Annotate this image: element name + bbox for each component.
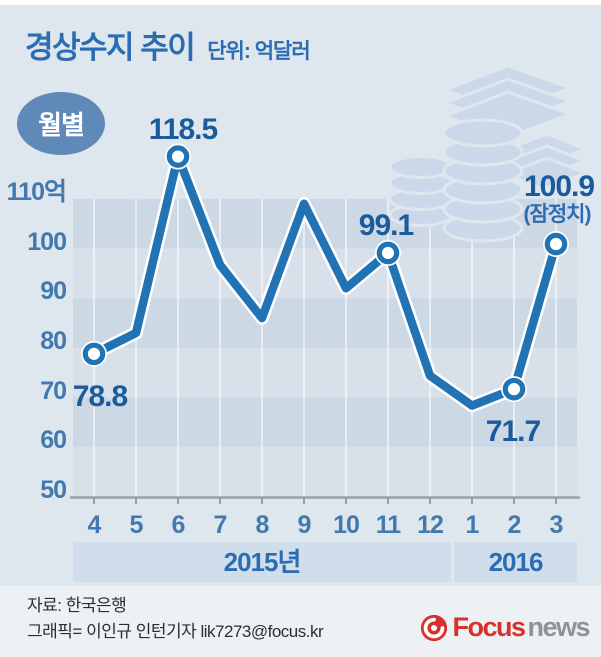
monthly-badge-label: 월별 — [38, 110, 85, 140]
value-label: 100.9 — [523, 170, 595, 204]
logo-news-text: news — [527, 612, 590, 642]
x-axis-label: 5 — [129, 511, 144, 539]
data-point-marker — [166, 145, 190, 168]
year-band-2016: 2016 — [454, 542, 577, 582]
x-axis-label: 11 — [375, 511, 401, 539]
plot-band — [73, 298, 577, 348]
year-band-2015-label: 2015년 — [223, 547, 302, 577]
y-axis-label: 100 — [27, 227, 67, 256]
y-axis-label: 110억 — [6, 177, 67, 206]
y-axis-label: 80 — [40, 326, 67, 355]
logo-focus-text: Focus — [452, 612, 526, 642]
data-line — [89, 152, 561, 410]
y-axis-label: 50 — [40, 476, 67, 504]
year-band-2016-label: 2016 — [488, 547, 544, 577]
focus-news-logo: Focus news — [419, 612, 590, 643]
footer: 자료: 한국은행 그래픽= 이인규 인턴기자 lik7273@focus.kr … — [0, 586, 601, 657]
x-axis-label: 9 — [297, 511, 312, 539]
coin-stack-icon — [442, 118, 524, 148]
unit-label: 단위: 억달러 — [207, 40, 310, 63]
value-label: 99.1 — [358, 208, 414, 242]
x-axis-label: 8 — [255, 511, 270, 539]
plot-band — [73, 447, 577, 497]
value-label: 78.8 — [72, 379, 128, 413]
x-axis-label: 4 — [87, 511, 102, 539]
coin-stack-icon — [388, 155, 454, 179]
monthly-badge: 월별 — [17, 92, 105, 155]
x-axis-label: 7 — [213, 511, 228, 539]
x-axis-label: 6 — [171, 511, 186, 539]
data-point-marker — [502, 377, 526, 401]
y-axis-label: 60 — [40, 426, 67, 455]
page-title: 경상수지 추이 — [25, 30, 196, 65]
x-axis-label: 3 — [549, 511, 564, 539]
value-sublabel: (잠정치) — [523, 203, 592, 227]
value-label: 71.7 — [485, 415, 541, 449]
plot-band — [73, 397, 577, 448]
header: 경상수지 추이 단위: 억달러 — [25, 22, 311, 67]
focus-swirl-icon — [421, 614, 448, 641]
data-point-marker — [544, 232, 568, 256]
year-band-2015: 2015년 — [73, 542, 451, 582]
x-axis-label: 1 — [465, 511, 480, 539]
data-point-marker — [376, 241, 400, 265]
data-point-marker — [82, 342, 106, 366]
plot-band — [73, 347, 577, 398]
x-axis-label: 2 — [507, 511, 522, 539]
y-axis-label: 70 — [40, 376, 67, 405]
x-axis-label: 12 — [417, 511, 444, 539]
y-axis-label: 90 — [40, 277, 67, 306]
x-axis-label: 10 — [333, 511, 360, 539]
credit-text: 그래픽= 이인규 인턴기자 lik7273@focus.kr — [27, 622, 324, 641]
value-label: 118.5 — [148, 112, 218, 146]
source-text: 자료: 한국은행 — [27, 596, 127, 615]
banknote-stack-icon — [503, 156, 587, 191]
